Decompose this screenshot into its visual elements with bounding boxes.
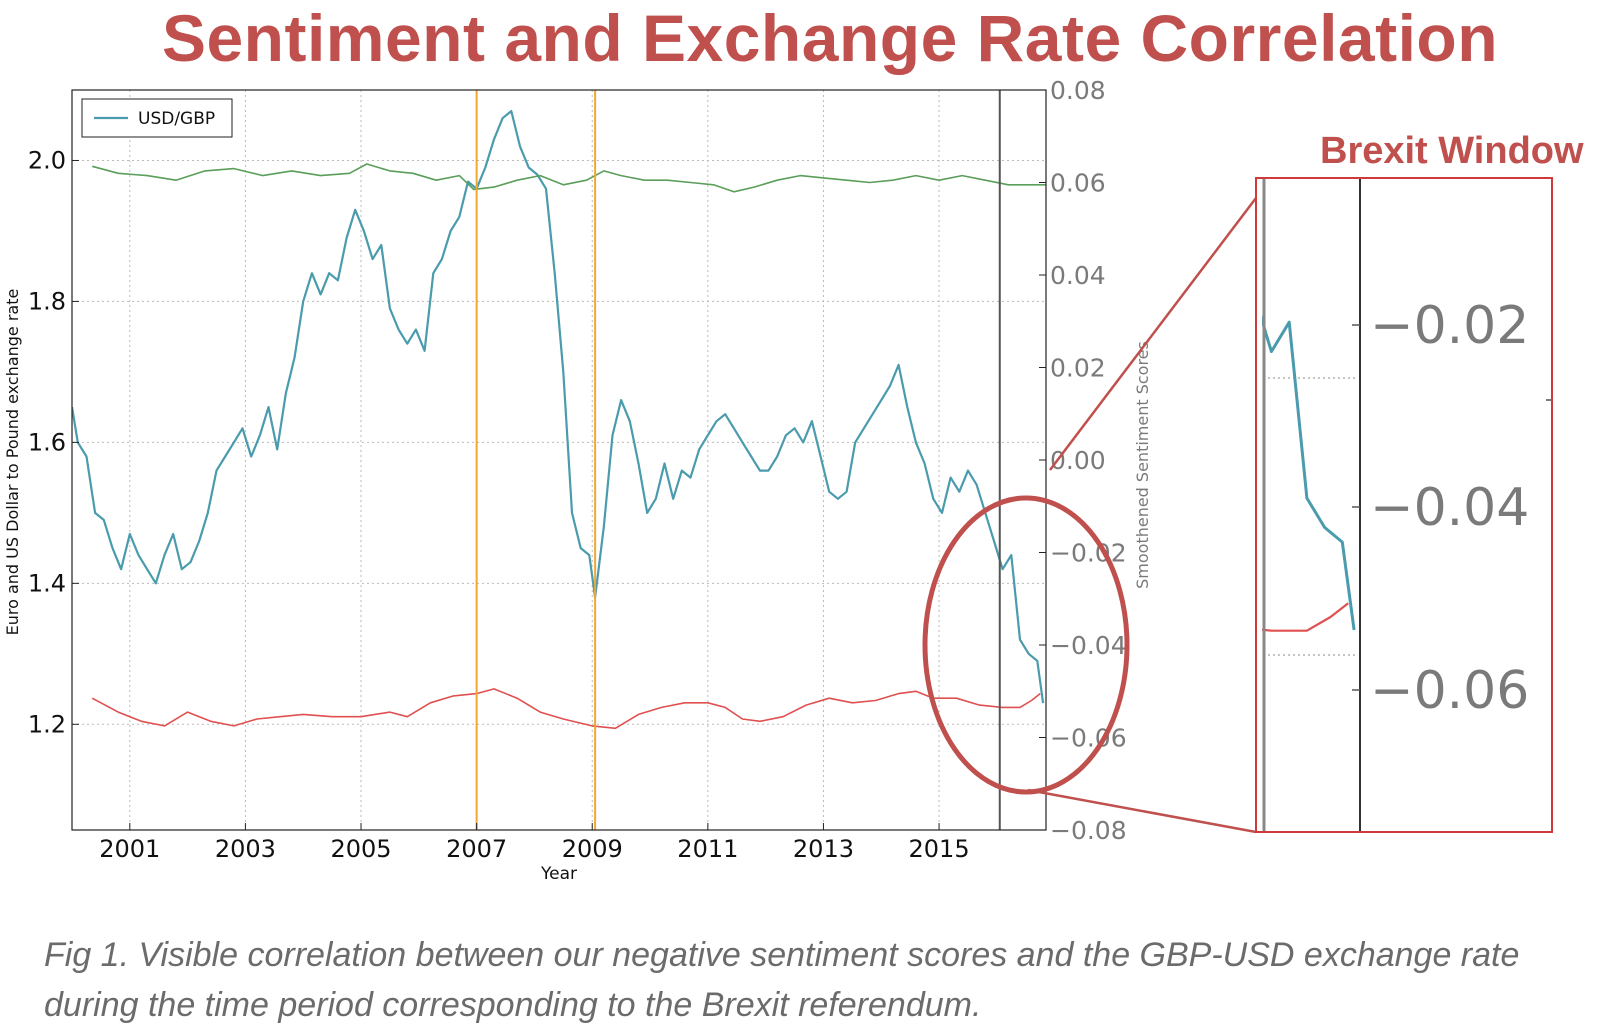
y2-tick-label: 0.04 [1050, 261, 1106, 290]
x-tick-label: 2015 [909, 835, 970, 863]
x-tick-label: 2003 [215, 835, 276, 863]
x-tick-label: 2011 [677, 835, 738, 863]
sentiment-series-positive-line [91, 163, 1046, 193]
zoom-y2-tick-label: −0.06 [1370, 661, 1529, 721]
x-tick-label: 2007 [446, 835, 507, 863]
y2-tick-label: −0.06 [1050, 724, 1127, 753]
zoom-inset-background [1256, 178, 1552, 832]
y-tick-label: 1.6 [28, 428, 66, 456]
x-axis-label: Year [540, 864, 577, 884]
y-tick-label: 1.2 [28, 710, 66, 738]
zoom-sentiment-negative-line [1262, 602, 1349, 632]
y2-tick-label: 0.00 [1050, 446, 1106, 475]
zoom-connector-upper [1049, 197, 1257, 471]
zoom-inset-title: Brexit Window [1320, 130, 1584, 172]
x-tick-label: 2009 [562, 835, 623, 863]
y2-tick-label: 0.06 [1050, 169, 1106, 198]
y2-tick-label: 0.08 [1050, 76, 1106, 105]
legend: USD/GBP [81, 98, 233, 138]
y-axis-label: Euro and US Dollar to Pound exchange rat… [3, 289, 22, 636]
plot-frame [71, 89, 1047, 831]
zoom-y2-tick-label: −0.04 [1370, 478, 1529, 538]
y2-tick-label: −0.04 [1050, 631, 1127, 660]
legend-label-usd-gbp: USD/GBP [138, 109, 215, 129]
zoom-inset-frame [1255, 177, 1553, 833]
y2-tick-label: −0.02 [1050, 539, 1127, 568]
usd-gbp-series-line [72, 109, 1045, 704]
page-title: Sentiment and Exchange Rate Correlation [161, 1, 1499, 75]
series-group [72, 109, 1046, 730]
zoom-connector-lower [1027, 788, 1257, 834]
figure-caption: Fig 1. Visible correlation between our n… [44, 936, 1520, 1024]
y2-tick-label: −0.08 [1050, 816, 1127, 845]
sentiment-series-negative-line [91, 688, 1041, 730]
zoom-y2-tick-label: −0.02 [1370, 296, 1529, 356]
x-tick-label: 2005 [330, 835, 391, 863]
y2-axis-label: Smoothened Sentiment Scores [1133, 341, 1152, 589]
y2-tick-label: 0.02 [1050, 354, 1106, 383]
y-tick-label: 2.0 [28, 146, 66, 174]
x-tick-label: 2001 [99, 835, 160, 863]
brexit-highlight-ellipse [922, 495, 1130, 795]
y-tick-label: 1.8 [28, 287, 66, 315]
x-tick-label: 2013 [793, 835, 854, 863]
zoom-inset: −0.02 −0.04 −0.06 [1255, 177, 1553, 833]
y-tick-label: 1.4 [28, 569, 66, 597]
